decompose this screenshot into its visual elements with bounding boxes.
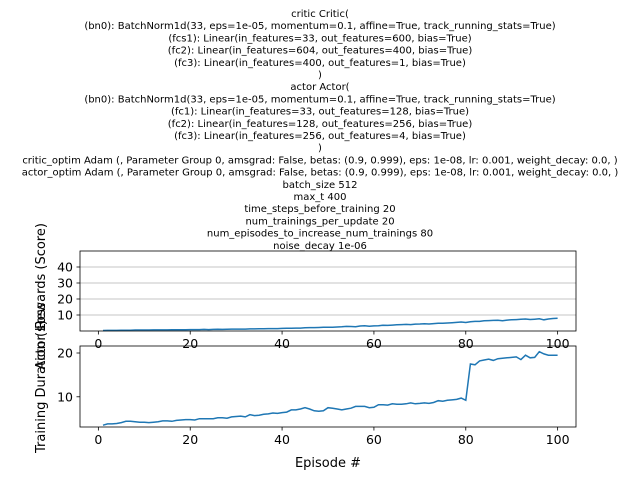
x-tick-label: 40 bbox=[274, 432, 290, 447]
figure-title-line: critic_optim Adam (, Parameter Group 0, … bbox=[22, 155, 617, 166]
figure-title-line: num_episodes_to_increase_num_trainings 8… bbox=[207, 229, 433, 240]
rewards-y-axis-label: Rewards (Score) bbox=[34, 223, 49, 329]
x-tick-label: 0 bbox=[94, 336, 102, 351]
figure-title-line: critic Critic( bbox=[291, 9, 349, 20]
figure-title-line: actor Actor( bbox=[290, 82, 349, 93]
figure-title-line: time_steps_before_training 20 bbox=[244, 204, 395, 215]
figure-title-line: ) bbox=[318, 143, 322, 154]
rewards-series-line bbox=[102, 317, 558, 332]
x-tick-label: 20 bbox=[182, 432, 198, 447]
figure-title-line: (bn0): BatchNorm1d(33, eps=1e-05, moment… bbox=[84, 94, 555, 105]
x-tick-label: 40 bbox=[274, 336, 290, 351]
y-tick-label: 20 bbox=[57, 292, 73, 307]
figure-title-line: (fc3): Linear(in_features=400, out_featu… bbox=[174, 58, 466, 69]
episode-x-axis-label: Episode # bbox=[295, 456, 361, 471]
figure-title-line: (fc2): Linear(in_features=128, out_featu… bbox=[168, 119, 473, 130]
figure-title-line: batch_size 512 bbox=[283, 180, 358, 191]
figure-title-line: max_t 400 bbox=[294, 192, 347, 203]
x-tick-label: 80 bbox=[458, 432, 474, 447]
duration-series-line bbox=[102, 350, 558, 426]
x-tick-label: 80 bbox=[458, 336, 474, 351]
x-tick-label: 60 bbox=[366, 432, 382, 447]
figure-title-line: ) bbox=[318, 70, 322, 81]
figure-title: critic Critic((bn0): BatchNorm1d(33, eps… bbox=[22, 9, 619, 252]
y-tick-label: 20 bbox=[57, 346, 73, 361]
figure-title-line: noise_decay 1e-06 bbox=[273, 241, 367, 252]
y-tick-label: 10 bbox=[57, 389, 73, 404]
y-tick-label: 40 bbox=[57, 260, 73, 275]
figure-title-line: (fcs1): Linear(in_features=33, out_featu… bbox=[168, 33, 471, 44]
y-tick-label: 10 bbox=[57, 308, 73, 323]
figure-title-line: (bn0): BatchNorm1d(33, eps=1e-05, moment… bbox=[84, 21, 555, 32]
figure-title-line: (fc2): Linear(in_features=604, out_featu… bbox=[168, 46, 473, 57]
y-tick-label: 30 bbox=[57, 276, 73, 291]
figure-title-line: actor_optim Adam (, Parameter Group 0, a… bbox=[22, 168, 619, 179]
x-tick-label: 100 bbox=[546, 336, 570, 351]
duration-y-axis-label: Training Duration (s) bbox=[34, 320, 49, 454]
x-tick-label: 0 bbox=[94, 432, 102, 447]
figure-title-line: num_trainings_per_update 20 bbox=[245, 216, 394, 227]
figure-title-line: (fc1): Linear(in_features=33, out_featur… bbox=[171, 107, 469, 118]
rewards-gridlines bbox=[80, 266, 576, 316]
duration-ticks: 0 20 40 60 80 100 10 20 bbox=[57, 346, 570, 447]
rewards-axes-frame bbox=[79, 250, 577, 332]
actor-loss-y-axis-label: Actor Loss bbox=[34, 302, 49, 369]
x-tick-label: 20 bbox=[182, 336, 198, 351]
figure-title-line: (fc3): Linear(in_features=256, out_featu… bbox=[174, 131, 466, 142]
duration-axes-frame bbox=[79, 345, 577, 428]
x-tick-label: 100 bbox=[546, 432, 570, 447]
x-tick-label: 60 bbox=[366, 336, 382, 351]
